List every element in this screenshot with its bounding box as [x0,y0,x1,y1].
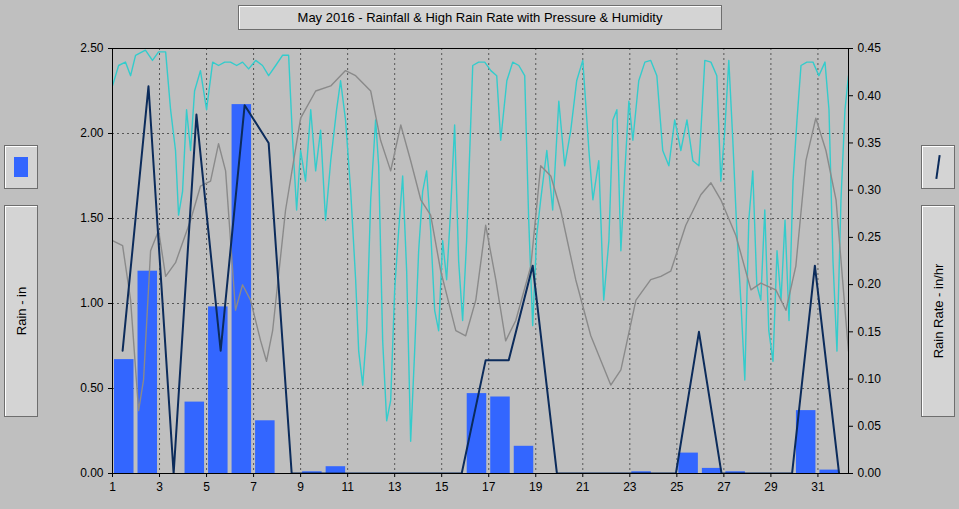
svg-text:1.50: 1.50 [80,211,104,225]
svg-text:15: 15 [435,480,449,494]
svg-text:2.50: 2.50 [80,41,104,55]
svg-text:7: 7 [250,480,257,494]
svg-text:25: 25 [670,480,684,494]
svg-text:11: 11 [341,480,354,494]
html-text:Rain - in: Rain - in [13,286,29,336]
svg-text:0.40: 0.40 [858,89,882,103]
svg-text:0.10: 0.10 [858,372,882,386]
svg-text:17: 17 [482,480,496,494]
svg-text:19: 19 [529,480,543,494]
svg-text:23: 23 [623,480,637,494]
svg-text:0.30: 0.30 [858,183,882,197]
svg-text:29: 29 [764,480,778,494]
html-text:Rain Rate - in/hr: Rain Rate - in/hr [930,263,946,359]
svg-text:5: 5 [203,480,210,494]
svg-text:1.00: 1.00 [80,296,104,310]
svg-text:0.00: 0.00 [80,466,104,480]
svg-text:21: 21 [576,480,590,494]
svg-text:0.35: 0.35 [858,136,882,150]
svg-text:0.15: 0.15 [858,325,882,339]
svg-text:2.00: 2.00 [80,126,104,140]
svg-text:0.45: 0.45 [858,41,882,55]
html-text:May 2016 - Rainfall & High Rai: May 2016 - Rainfall & High Rain Rate wit… [297,10,663,25]
svg-text:0.00: 0.00 [858,466,882,480]
svg-text:0.50: 0.50 [80,381,104,395]
svg-text:9: 9 [297,480,304,494]
svg-text:1: 1 [109,480,116,494]
svg-text:13: 13 [388,480,402,494]
svg-text:0.05: 0.05 [858,419,882,433]
svg-text:27: 27 [717,480,731,494]
svg-text:0.25: 0.25 [858,230,882,244]
svg-text:3: 3 [156,480,163,494]
svg-text:0.20: 0.20 [858,277,882,291]
svg-text:31: 31 [811,480,825,494]
